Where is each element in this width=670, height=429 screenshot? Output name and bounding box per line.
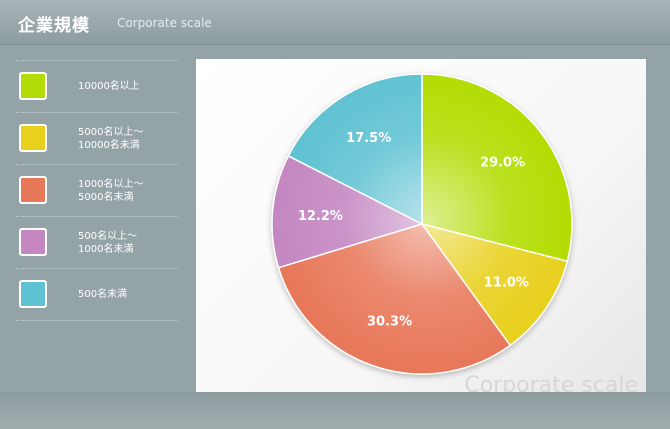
legend-item-10000-plus: 10000名以上	[16, 60, 178, 113]
pie-slice-label: 30.3%	[367, 315, 412, 330]
pie-highlight	[272, 74, 572, 374]
legend-item-1000-5000: 1000名以上～ 5000名未満	[16, 165, 178, 217]
pie-chart: 29.0% 11.0% 30.3% 12.2% 17.5%	[271, 73, 573, 375]
pie-slice-label: 11.0%	[484, 275, 529, 290]
chart-panel: 29.0% 11.0% 30.3% 12.2% 17.5% Corporate scal…	[196, 59, 646, 404]
legend-label: 500名以上～ 1000名未満	[78, 230, 138, 255]
legend-label: 10000名以上	[78, 81, 140, 92]
legend-swatch	[19, 72, 47, 100]
pie-slice-label: 12.2%	[298, 209, 343, 224]
footer-bar	[0, 392, 670, 429]
legend-swatch	[19, 228, 47, 256]
legend-swatch	[19, 124, 47, 152]
legend-item-under-500: 500名未満	[16, 269, 178, 321]
header: 企業規模 Corporate scale	[0, 0, 670, 45]
legend-label: 1000名以上～ 5000名未満	[78, 178, 144, 203]
legend-swatch	[19, 280, 47, 308]
legend: 10000名以上 5000名以上～ 10000名未満 1000名以上～ 5000…	[16, 60, 178, 321]
page-title: 企業規模	[18, 16, 90, 36]
page-subtitle: Corporate scale	[117, 16, 212, 30]
pie-slice-label: 29.0%	[480, 155, 525, 170]
legend-label: 500名未満	[78, 289, 128, 300]
pie-slice-label: 17.5%	[346, 131, 391, 146]
legend-swatch	[19, 176, 47, 204]
legend-item-5000-10000: 5000名以上～ 10000名未満	[16, 113, 178, 165]
legend-label: 5000名以上～ 10000名未満	[78, 126, 144, 151]
legend-item-500-1000: 500名以上～ 1000名未満	[16, 217, 178, 269]
